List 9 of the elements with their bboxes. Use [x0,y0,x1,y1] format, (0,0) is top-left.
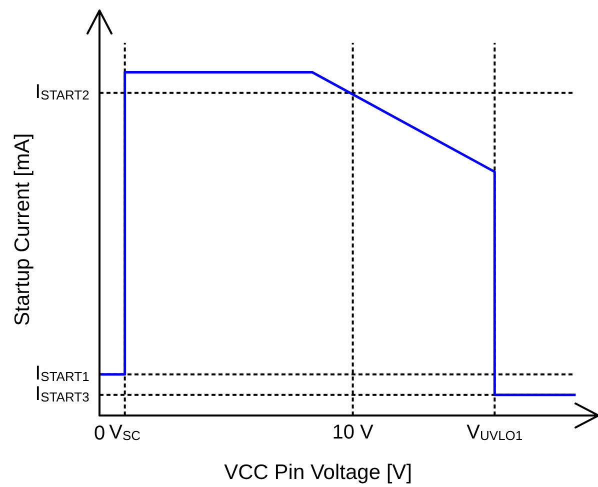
ref-line-label: ISTART3 [35,382,90,405]
x-tick-label: 10 V [332,422,374,444]
ref-line-label: ISTART1 [35,362,90,384]
x-tick-label: VSC [109,422,141,444]
x-tick-label: 0 [94,422,106,444]
ref-line-label: ISTART2 [35,80,90,103]
y-axis-title: Startup Current [mA] [11,133,34,326]
x-axis-title: VCC Pin Voltage [V] [224,461,412,484]
x-tick-label: VUVLO1 [466,422,523,444]
